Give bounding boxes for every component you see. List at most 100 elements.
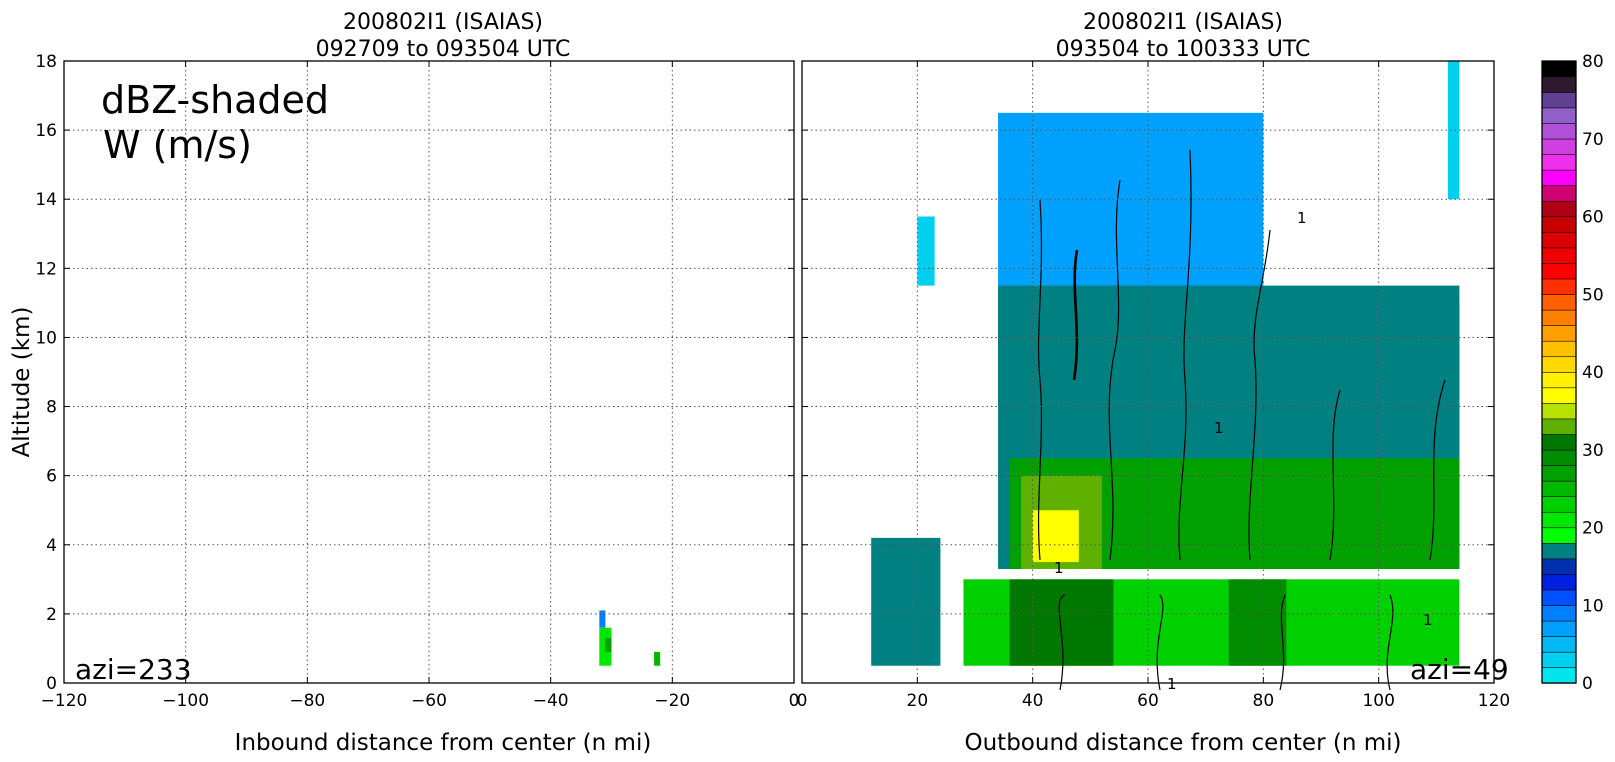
x-tick-label: 0 [797,691,808,711]
w-contour [1386,594,1394,691]
x-tick-label: 20 [907,691,929,711]
colorbar-cell [1541,667,1577,684]
colorbar-cell [1541,122,1577,140]
x-tick-label: −120 [41,691,88,711]
colorbar-tick-label: 0 [1582,674,1593,694]
right-echo-layer [871,61,1460,666]
colorbar-cell [1541,325,1577,342]
right-azimuth-label: azi=49 [1410,653,1509,686]
left-y-ticks: 0 2 4 6 8 10 12 14 16 18 [35,52,794,694]
y-tick-label: 14 [35,190,57,210]
colorbar-tick-label: 10 [1582,596,1604,616]
echo-cell [1032,510,1079,563]
colorbar-cell [1541,138,1577,155]
right-x-axis-label: Outbound distance from center (n mi) [965,730,1402,756]
echo-cell [1009,579,1114,666]
y-tick-label: 12 [35,259,57,279]
w-contour [1329,389,1341,561]
colorbar-cell [1541,651,1577,669]
w-contour [1058,594,1066,691]
y-tick-label: 8 [46,398,57,418]
y-tick-label: 18 [35,52,57,72]
w-contour-label: 1 [1214,419,1224,437]
colorbar-cell [1541,620,1577,637]
colorbar-cell [1541,262,1577,280]
colorbar-cell [1541,200,1577,218]
echo-cell [917,216,935,286]
colorbar-cell [1541,154,1577,171]
w-contour-label: 1 [1297,209,1307,227]
x-tick-label: −60 [411,691,447,711]
colorbar-cell [1541,496,1577,513]
colorbar-cell [1541,636,1577,653]
left-x-axis-label: Inbound distance from center (n mi) [235,730,652,756]
colorbar-cell [1541,573,1577,591]
colorbar-tick-label: 60 [1582,208,1604,228]
right-title-line2: 093504 to 100333 UTC [1056,37,1311,62]
echo-cell [605,638,612,652]
colorbar-cell [1541,278,1577,295]
echo-cell [1228,579,1287,666]
colorbar-cell [1541,558,1577,575]
colorbar-cell [1541,604,1577,622]
colorbar-tick-label: 80 [1582,52,1604,72]
echo-cell [654,651,661,666]
colorbar-cell [1541,449,1577,466]
colorbar-cell [1541,356,1577,373]
colorbar-cell [1541,418,1577,435]
w-contour [1248,229,1271,561]
w-contour-label: 1 [1423,611,1433,629]
colorbar-tick-label: 30 [1582,441,1604,461]
w-contour [1156,594,1164,691]
colorbar-ticks: 0 10 20 30 40 50 60 70 80 [1582,52,1604,694]
colorbar-cell [1541,371,1577,389]
right-title-line1: 200802I1 (ISAIAS) [1083,10,1283,35]
right-w-contour-labels: 1 1 1 1 1 [1054,209,1433,693]
colorbar-tick-label: 40 [1582,363,1604,383]
colorbar-cell [1541,293,1577,311]
echo-cell [1447,61,1460,200]
x-tick-label: 0 [789,691,800,711]
w-contour-label: 1 [1167,675,1177,693]
colorbar-cell [1541,340,1577,358]
colorbar-tick-label: 50 [1582,285,1604,305]
x-tick-label: 40 [1022,691,1044,711]
left-title-line1: 200802I1 (ISAIAS) [343,10,543,35]
colorbar-cell [1541,464,1577,482]
right-panel: 1 1 1 1 1 0 20 40 60 80 100 120 200802I1 (ISAI… [797,10,1511,756]
colorbar-cell [1541,231,1577,249]
x-tick-label: 100 [1362,691,1394,711]
y-tick-label: 0 [46,674,57,694]
w-contour-label: 1 [1054,559,1064,577]
w-contour-strong [1072,249,1079,381]
colorbar-cell [1541,91,1577,109]
colorbar-cell [1541,542,1577,560]
colorbar-cell [1541,402,1577,420]
x-tick-label: −20 [654,691,690,711]
y-tick-label: 4 [46,536,57,556]
x-tick-label: −40 [533,691,569,711]
w-contour [1178,149,1192,561]
colorbar-cell [1541,60,1577,78]
colorbar-tick-label: 70 [1582,130,1604,150]
y-tick-label: 6 [46,467,57,487]
y-tick-label: 16 [35,121,57,141]
right-x-ticks: 0 20 40 60 80 100 120 [797,61,1510,711]
w-contour [1429,379,1446,561]
x-tick-label: −100 [162,691,209,711]
x-tick-label: 80 [1253,691,1275,711]
colorbar-cell [1541,480,1577,498]
x-tick-label: 120 [1478,691,1510,711]
colorbar-cell [1541,76,1577,93]
colorbar-cell [1541,387,1577,404]
legend-annotation-w: W (m/s) [103,123,252,167]
colorbar-cell [1541,433,1577,451]
colorbar-cell [1541,216,1577,233]
colorbar-cells [1541,60,1577,684]
colorbar-cell [1541,511,1577,529]
colorbar-cell [1541,107,1577,124]
x-tick-label: 60 [1137,691,1159,711]
left-panel: −120 −100 −80 −60 −40 −20 0 0 2 4 6 8 10 12 14 16 18 20… [9,10,799,756]
echo-cell [599,627,612,666]
